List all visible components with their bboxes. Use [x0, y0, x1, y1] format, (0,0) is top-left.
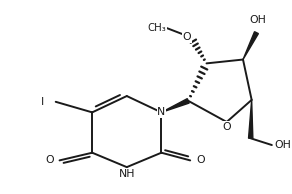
Text: OH: OH: [249, 15, 266, 25]
Text: NH: NH: [119, 169, 135, 179]
Text: I: I: [41, 97, 44, 107]
Polygon shape: [161, 99, 189, 112]
Text: O: O: [182, 32, 191, 42]
Text: O: O: [196, 155, 205, 165]
Text: OH: OH: [275, 140, 292, 150]
Text: CH₃: CH₃: [147, 23, 166, 33]
Polygon shape: [243, 32, 258, 60]
Text: O: O: [223, 122, 231, 132]
Text: O: O: [45, 155, 54, 165]
Polygon shape: [248, 100, 253, 138]
Text: N: N: [157, 107, 166, 117]
